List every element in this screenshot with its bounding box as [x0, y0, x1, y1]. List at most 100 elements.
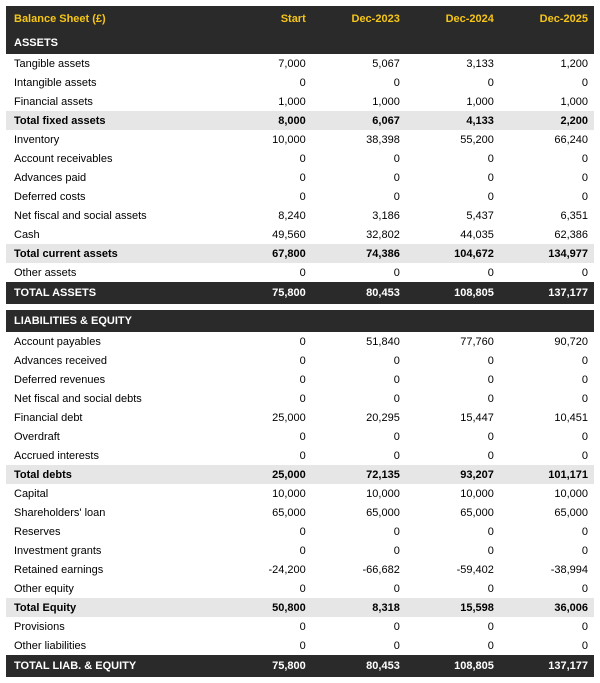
row-value: 0: [500, 541, 594, 560]
table-row: Cash49,56032,80244,03562,386: [6, 225, 594, 244]
row-value: 10,451: [500, 408, 594, 427]
table-row: Account payables051,84077,76090,720: [6, 332, 594, 351]
row-value: -38,994: [500, 560, 594, 579]
row-value: 0: [312, 427, 406, 446]
row-value: 5,067: [312, 54, 406, 73]
col-header-title: Balance Sheet (£): [6, 6, 218, 32]
row-label: Advances received: [6, 351, 218, 370]
row-value: 3,133: [406, 54, 500, 73]
row-value: 0: [218, 522, 312, 541]
row-label: Provisions: [6, 617, 218, 636]
row-value: 62,386: [500, 225, 594, 244]
row-label: Inventory: [6, 130, 218, 149]
row-value: 0: [218, 617, 312, 636]
row-value: 1,000: [218, 92, 312, 111]
row-label: TOTAL LIAB. & EQUITY: [6, 655, 218, 677]
row-value: 36,006: [500, 598, 594, 617]
row-value: 0: [218, 370, 312, 389]
row-value: 75,800: [218, 655, 312, 677]
row-value: 0: [312, 187, 406, 206]
row-value: 0: [312, 541, 406, 560]
row-label: Account payables: [6, 332, 218, 351]
table-row: Deferred costs0000: [6, 187, 594, 206]
row-value: 5,437: [406, 206, 500, 225]
row-value: 74,386: [312, 244, 406, 263]
row-label: Intangible assets: [6, 73, 218, 92]
row-value: -66,682: [312, 560, 406, 579]
row-label: Financial assets: [6, 92, 218, 111]
row-value: 0: [312, 370, 406, 389]
row-label: TOTAL ASSETS: [6, 282, 218, 304]
row-value: 8,318: [312, 598, 406, 617]
table-row: Advances received0000: [6, 351, 594, 370]
table-row: Investment grants0000: [6, 541, 594, 560]
row-value: 0: [406, 149, 500, 168]
row-value: 55,200: [406, 130, 500, 149]
table-row: Overdraft0000: [6, 427, 594, 446]
table-row: Financial assets1,0001,0001,0001,000: [6, 92, 594, 111]
row-value: 10,000: [218, 130, 312, 149]
row-value: 77,760: [406, 332, 500, 351]
row-value: 0: [312, 149, 406, 168]
table-row: Financial debt25,00020,29515,44710,451: [6, 408, 594, 427]
row-label: Retained earnings: [6, 560, 218, 579]
row-value: 0: [218, 263, 312, 282]
row-value: 108,805: [406, 655, 500, 677]
table-row: Account receivables0000: [6, 149, 594, 168]
table-row: Provisions0000: [6, 617, 594, 636]
row-value: 50,800: [218, 598, 312, 617]
table-row: Retained earnings-24,200-66,682-59,402-3…: [6, 560, 594, 579]
table-row: Other assets0000: [6, 263, 594, 282]
row-value: 6,351: [500, 206, 594, 225]
table-row: Accrued interests0000: [6, 446, 594, 465]
table-row: Total debts25,00072,13593,207101,171: [6, 465, 594, 484]
row-label: Account receivables: [6, 149, 218, 168]
row-value: 0: [406, 522, 500, 541]
row-value: 1,000: [500, 92, 594, 111]
row-value: 8,240: [218, 206, 312, 225]
row-value: 65,000: [500, 503, 594, 522]
row-value: 0: [312, 263, 406, 282]
row-value: 0: [312, 168, 406, 187]
row-label: Total Equity: [6, 598, 218, 617]
table-row: Shareholders' loan65,00065,00065,00065,0…: [6, 503, 594, 522]
table-body: ASSETSTangible assets7,0005,0673,1331,20…: [6, 32, 594, 677]
table-row: Other equity0000: [6, 579, 594, 598]
row-value: 0: [406, 351, 500, 370]
row-value: 0: [218, 73, 312, 92]
row-value: 93,207: [406, 465, 500, 484]
row-value: 0: [218, 427, 312, 446]
row-value: 0: [312, 617, 406, 636]
table-row: TOTAL LIAB. & EQUITY75,80080,453108,8051…: [6, 655, 594, 677]
row-value: 0: [218, 187, 312, 206]
table-row: Intangible assets0000: [6, 73, 594, 92]
row-value: 0: [500, 351, 594, 370]
col-header-start: Start: [218, 6, 312, 32]
row-value: 0: [312, 446, 406, 465]
row-label: Cash: [6, 225, 218, 244]
row-value: 0: [406, 389, 500, 408]
row-value: 0: [218, 389, 312, 408]
row-value: 80,453: [312, 655, 406, 677]
row-value: 0: [406, 370, 500, 389]
row-value: 44,035: [406, 225, 500, 244]
row-label: Other liabilities: [6, 636, 218, 655]
row-value: 6,067: [312, 111, 406, 130]
section-heading: ASSETS: [6, 32, 594, 54]
table-header-row: Balance Sheet (£) Start Dec-2023 Dec-202…: [6, 6, 594, 32]
row-value: 137,177: [500, 282, 594, 304]
row-value: 38,398: [312, 130, 406, 149]
table-row: Total fixed assets8,0006,0674,1332,200: [6, 111, 594, 130]
row-value: -24,200: [218, 560, 312, 579]
row-value: 8,000: [218, 111, 312, 130]
row-value: 0: [406, 187, 500, 206]
row-value: 0: [500, 73, 594, 92]
row-value: 25,000: [218, 465, 312, 484]
row-value: 0: [312, 73, 406, 92]
row-value: 0: [406, 168, 500, 187]
row-label: Other assets: [6, 263, 218, 282]
row-label: Shareholders' loan: [6, 503, 218, 522]
row-value: 1,000: [312, 92, 406, 111]
row-value: 0: [406, 263, 500, 282]
row-value: 0: [218, 332, 312, 351]
